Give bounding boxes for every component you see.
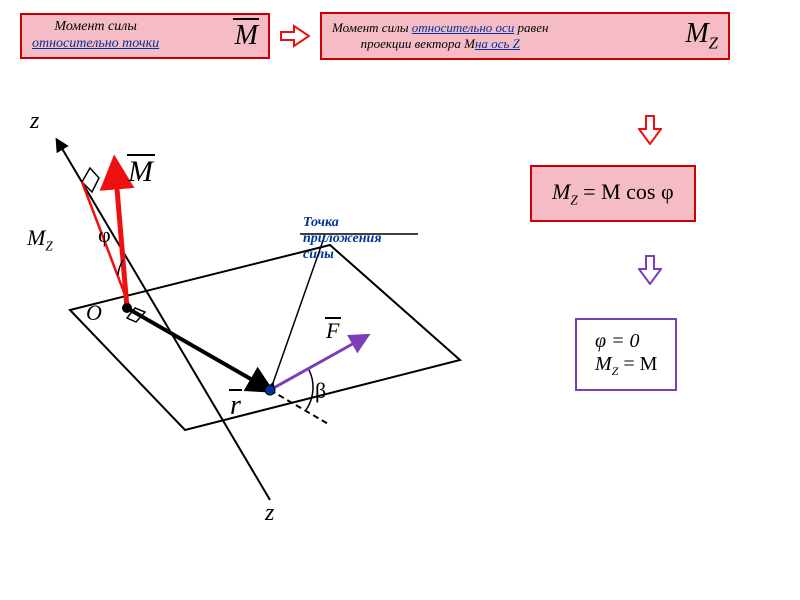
callout-text: Точка приложения силы [303, 215, 382, 263]
formula2-line1: φ = 0 [595, 330, 657, 353]
diagram: z z M MZ φ O r β F Точка приложения силы [10, 100, 470, 530]
box1-line1: Момент силы [54, 19, 136, 34]
label-beta: β [315, 378, 326, 404]
box1-symbol: M [235, 20, 258, 52]
arrow-right-icon [280, 24, 310, 48]
box2-symbol: MZ [685, 18, 718, 54]
label-f: F [326, 318, 339, 344]
diagram-svg [10, 100, 470, 530]
box-moment-point: Момент силы относительно точки M [20, 13, 270, 59]
box1-link: относительно точки [32, 36, 159, 51]
label-m: M [128, 155, 153, 189]
box2-text: Момент силы относительно оси равен проек… [332, 20, 548, 51]
formula-mz-cosphi: MZ = M cos φ [530, 165, 696, 222]
label-phi: φ [98, 222, 111, 248]
point-force-app [265, 385, 275, 395]
arrow-down-icon-1 [638, 115, 662, 145]
label-r: r [230, 390, 241, 422]
label-z-bot: z [265, 500, 274, 527]
point-o [122, 303, 132, 313]
box-moment-axis: Момент силы относительно оси равен проек… [320, 12, 730, 60]
formula-phi-zero: φ = 0 MZ = M [575, 318, 677, 391]
box1-text: Момент силы относительно точки [32, 19, 159, 53]
plane [70, 245, 460, 430]
beta-arc [306, 368, 313, 410]
top-boxes: Момент силы относительно точки M Момент … [0, 12, 800, 60]
formula2-line2: MZ = M [595, 353, 657, 379]
label-o: O [86, 300, 102, 326]
arrow-down-icon-2 [638, 255, 662, 285]
label-mz: MZ [27, 225, 53, 254]
label-z-top: z [30, 108, 39, 135]
